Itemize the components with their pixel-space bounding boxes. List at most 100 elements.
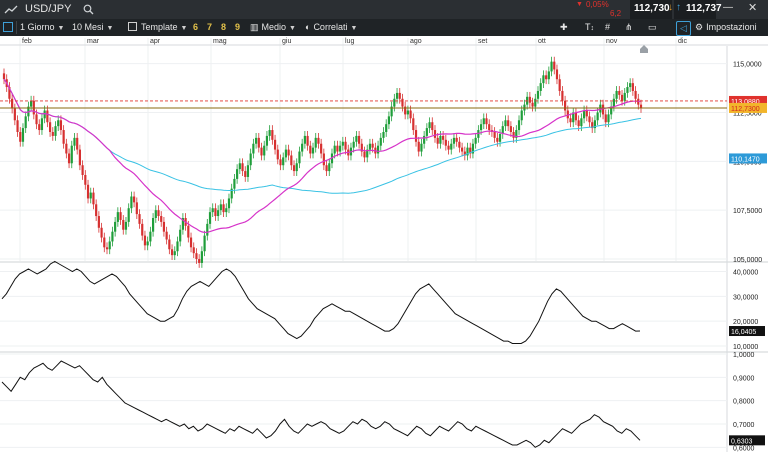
sell-price-button[interactable]: 112,730 ↓ — [630, 0, 673, 19]
related-select[interactable]: ◐ Correlati ▼ — [305, 19, 357, 36]
symbol-label[interactable]: USD/JPY — [25, 3, 72, 15]
range-select[interactable]: 10 Mesi ▼ — [72, 19, 113, 36]
candle-body — [122, 219, 125, 230]
drawing-icon[interactable]: ⋔ — [625, 22, 633, 32]
candle-body — [425, 128, 428, 136]
candle-body — [290, 155, 293, 166]
candle-body — [439, 135, 442, 144]
candle-body — [485, 118, 488, 125]
close-icon[interactable]: ✕ — [748, 2, 758, 14]
related-icon: ◐ — [305, 22, 311, 32]
range-value: 10 Mesi — [72, 22, 104, 32]
buy-price-button[interactable]: 112,737 ↑ — [674, 0, 722, 19]
candle-body — [517, 120, 521, 131]
candle-body — [531, 102, 534, 107]
x-tick-label: mar — [87, 38, 100, 45]
template-select[interactable]: Template ▼ — [128, 19, 187, 36]
search-icon[interactable] — [83, 4, 94, 15]
period-button-8[interactable]: 8 — [221, 22, 227, 32]
price-label-bg — [729, 95, 767, 106]
candle-body — [46, 110, 49, 123]
candle-body — [639, 104, 643, 108]
candle-body — [135, 202, 138, 215]
candle-body — [176, 241, 179, 252]
minimize-icon[interactable]: — — [723, 2, 733, 13]
candle-body — [225, 208, 228, 213]
candle-body — [89, 192, 92, 199]
candle-body — [154, 210, 157, 218]
candle-body — [168, 239, 171, 250]
candle-body — [588, 116, 591, 123]
candle-body — [572, 112, 575, 123]
candle-body — [78, 149, 81, 166]
candle-body — [214, 208, 217, 217]
comment-icon[interactable]: ▭ — [648, 22, 657, 32]
x-tick-label: set — [478, 38, 487, 45]
candle-body — [30, 100, 33, 107]
candle-body — [43, 110, 46, 119]
candle-body — [357, 135, 361, 144]
chart-type-icon[interactable] — [4, 4, 18, 15]
candle-body — [303, 135, 306, 144]
chevron-down-icon: ▼ — [180, 25, 188, 32]
ticket-icon[interactable]: ◁ — [676, 21, 691, 36]
grid-icon[interactable]: # — [605, 22, 611, 32]
panel-icon[interactable] — [3, 22, 13, 32]
period-button-6[interactable]: 6 — [193, 22, 199, 32]
candle-body — [496, 137, 499, 142]
candle-body — [157, 210, 160, 217]
price-label-bg — [729, 153, 767, 164]
candle-body — [173, 251, 176, 256]
candle-body — [406, 110, 409, 115]
candle-body — [268, 130, 271, 136]
candle-body — [433, 130, 437, 138]
candle-body — [477, 130, 480, 138]
crosshair-icon[interactable]: ✚ — [560, 22, 568, 32]
candle-body — [206, 223, 209, 236]
candle-body — [227, 198, 231, 209]
candle-body — [431, 122, 434, 131]
average-label: Medio — [261, 22, 287, 32]
candle-body — [379, 137, 382, 146]
price-label: 112,7300 — [729, 102, 767, 113]
candle-body — [328, 163, 331, 172]
candle-body — [618, 90, 621, 95]
x-tick-label: giu — [282, 38, 291, 45]
candle-body — [582, 110, 586, 119]
candle-body — [626, 87, 629, 93]
candle-body — [501, 126, 504, 134]
candle-body — [208, 212, 212, 224]
settings-button[interactable]: ⚙ Impostazioni — [695, 19, 757, 36]
candle-body — [282, 157, 285, 166]
candle-body — [230, 188, 233, 199]
indicator-line — [1, 260, 641, 344]
candle-body — [127, 208, 130, 222]
period-button-7[interactable]: 7 — [207, 22, 213, 32]
candle-body — [309, 145, 312, 154]
candle-body — [607, 114, 610, 123]
average-select[interactable]: ▥ Medio ▼ — [250, 19, 296, 36]
candle-body — [555, 69, 559, 80]
candle-body — [292, 165, 296, 172]
candle-body — [192, 247, 195, 254]
candle-body — [48, 122, 52, 132]
y-tick-label: 0,8000 — [733, 399, 755, 406]
candle-body — [146, 241, 149, 246]
y-tick-label: 40,0000 — [733, 269, 758, 276]
candle-body — [265, 135, 269, 146]
text-tool-icon[interactable]: T↕ — [585, 22, 594, 32]
candle-body — [276, 149, 279, 160]
period-button-9[interactable]: 9 — [235, 22, 241, 32]
candle-body — [479, 124, 483, 131]
interval-select[interactable]: 1 Giorno ▼ — [20, 19, 64, 36]
candle-body — [65, 143, 68, 154]
candle-body — [471, 143, 475, 154]
chart-svg[interactable]: feb mar apr mag giu lug ago set ott nov dic 115,000… — [0, 36, 768, 454]
price-label: 110,1470 — [729, 153, 767, 164]
candle-body — [460, 147, 464, 152]
candle-body — [97, 216, 100, 228]
candle-body — [507, 120, 510, 127]
candle-body — [520, 110, 523, 121]
indicator-last-bg — [729, 326, 765, 337]
gear-icon: ⚙ — [695, 22, 704, 32]
